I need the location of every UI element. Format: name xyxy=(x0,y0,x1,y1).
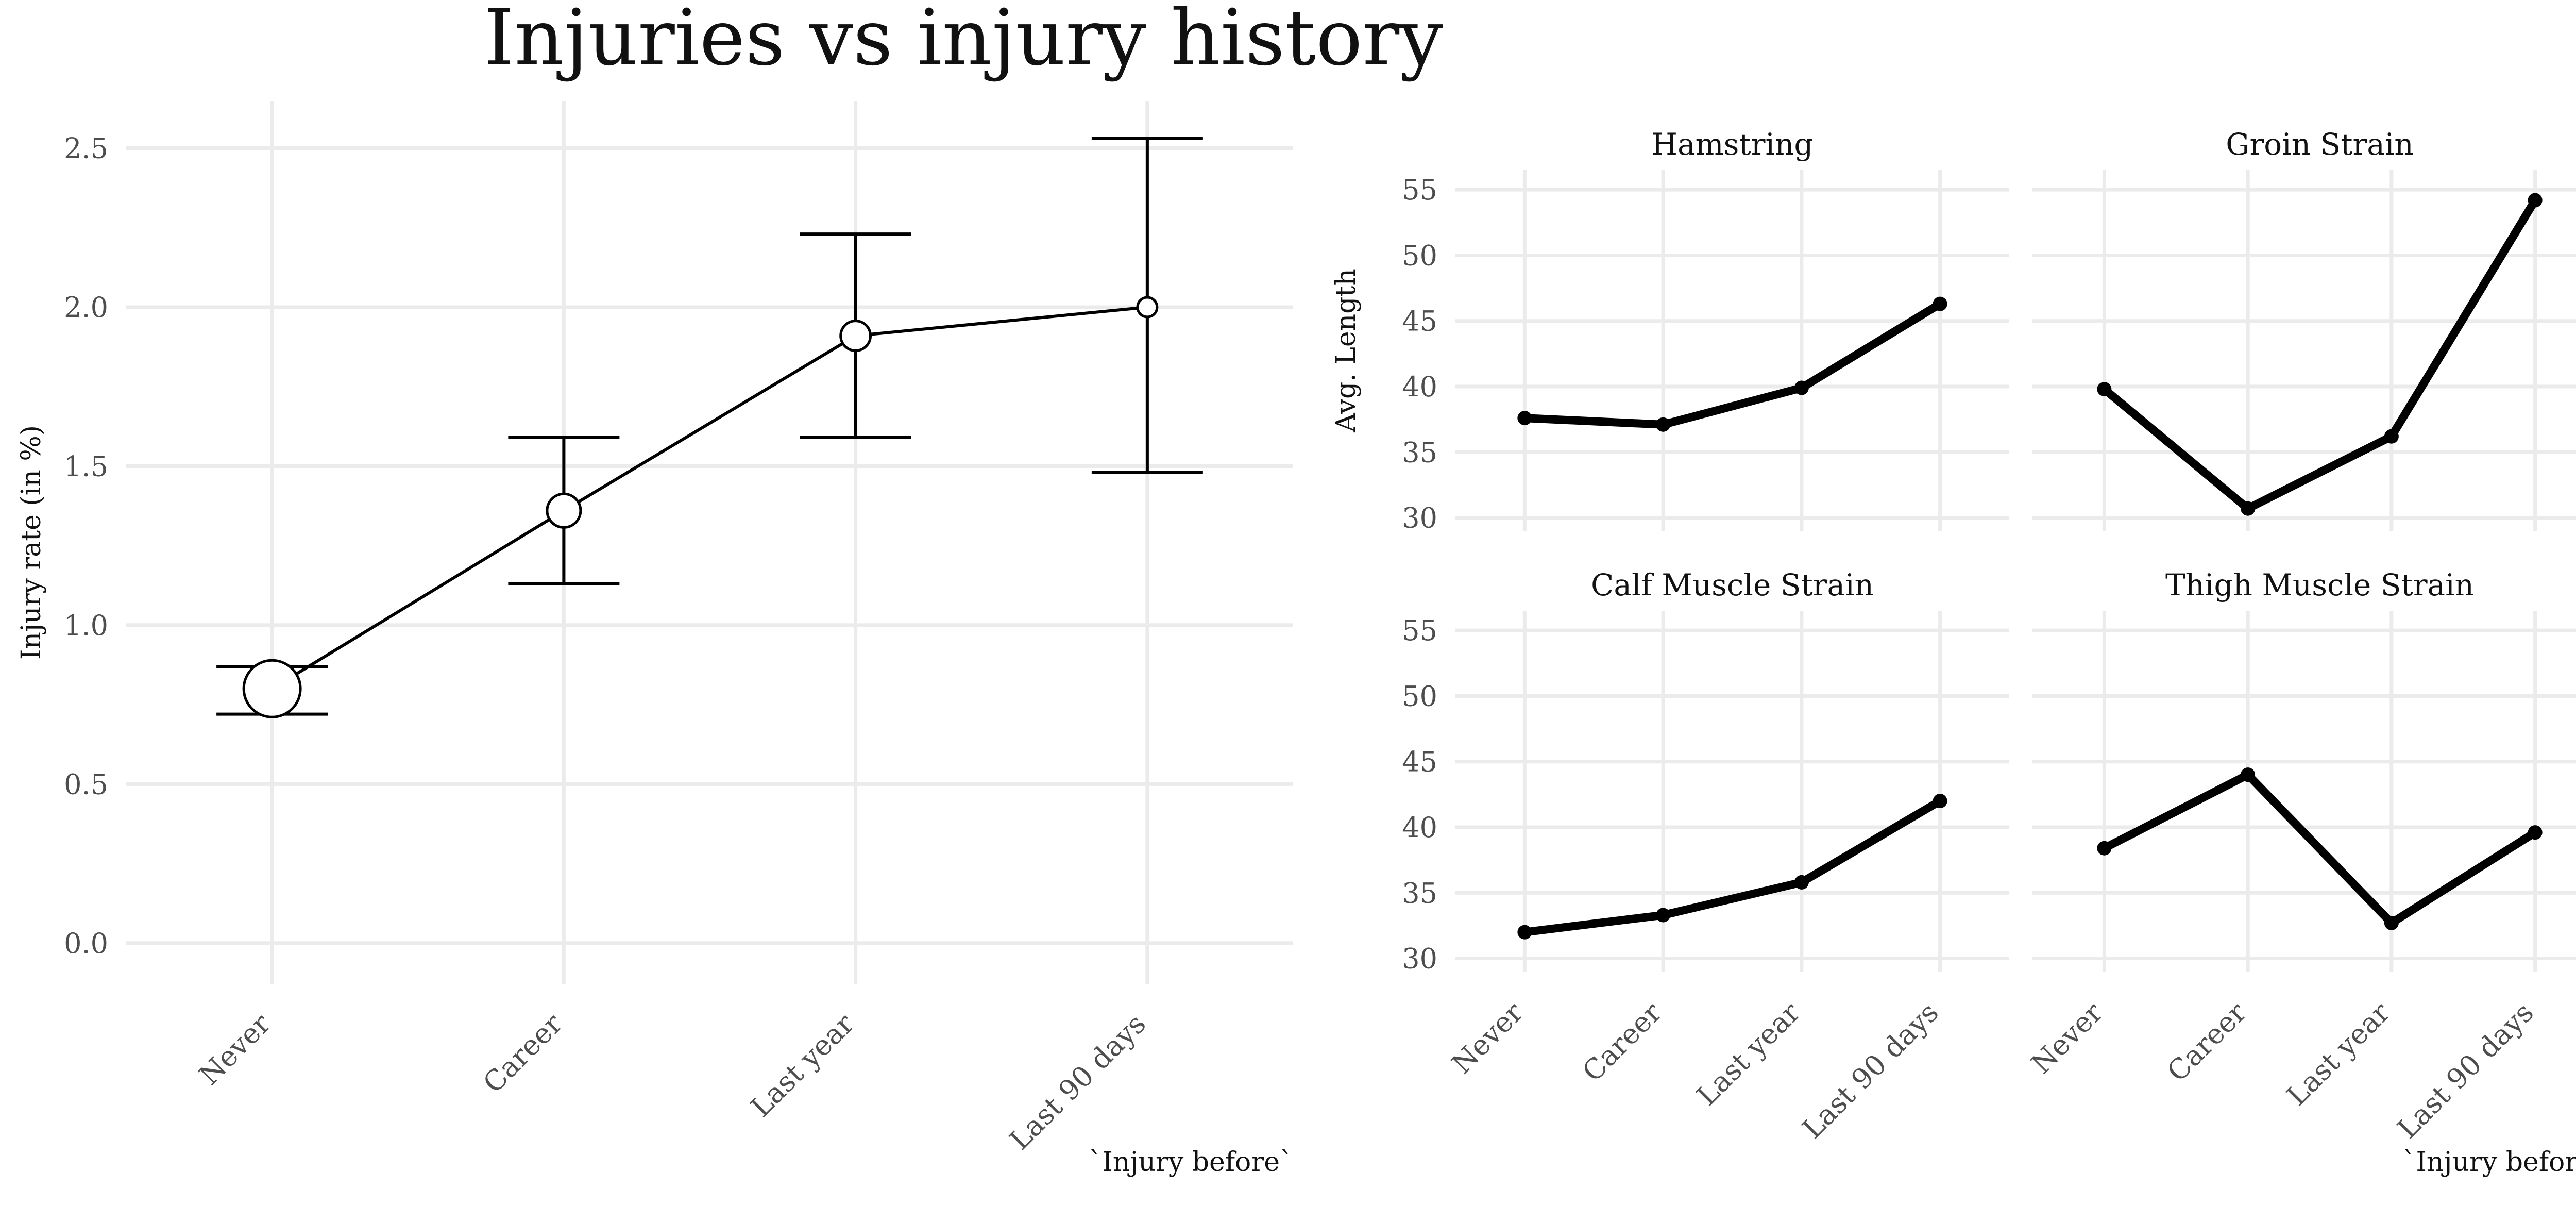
x-axis-title: `Injury before` xyxy=(2402,1147,2576,1178)
x-tick-label: Last 90 days xyxy=(2391,996,2540,1145)
y-tick-label: 55 xyxy=(1402,174,1437,206)
facet-calf-muscle-strain: Calf Muscle Strain 30 35 40 45 50 55 Never Caree… xyxy=(1402,567,2009,1145)
data-point-last-90-days xyxy=(2528,193,2543,208)
x-tick-label: Last 90 days xyxy=(1003,1008,1152,1157)
data-point-never xyxy=(242,659,302,718)
y-tick-label: 45 xyxy=(1402,305,1437,338)
data-point-never xyxy=(1517,925,1532,940)
data-point-never xyxy=(2097,841,2112,856)
y-tick-label: 40 xyxy=(1402,811,1437,844)
data-point-career xyxy=(1656,908,1671,923)
y-tick-label: 35 xyxy=(1402,877,1437,909)
data-point-last-year xyxy=(1794,380,1809,395)
y-tick-label: 50 xyxy=(1402,239,1437,272)
x-tick-label: Career xyxy=(2161,996,2252,1088)
y-axis-title: Avg. Length xyxy=(1331,269,1362,433)
facet-title: Calf Muscle Strain xyxy=(1591,567,1874,602)
y-tick-label: 2.5 xyxy=(64,132,108,165)
data-point-last-90-days xyxy=(1933,296,1947,311)
y-tick-label: 1.5 xyxy=(64,450,108,482)
data-point-last-year xyxy=(839,320,872,352)
x-tick-label: Last year xyxy=(2280,996,2396,1112)
avg-length-facets: Hamstring 30 35 40 45 50 55 Groin Strain Calf Mu… xyxy=(1331,127,2576,1178)
x-tick-label: Never xyxy=(193,1008,277,1092)
x-tick-label: Last year xyxy=(1690,996,1806,1112)
data-point-last-year xyxy=(1794,875,1809,890)
data-point-last-90-days xyxy=(1136,296,1159,319)
data-point-career xyxy=(2241,767,2256,782)
data-point-last-90-days xyxy=(1933,794,1947,809)
y-tick-label: 55 xyxy=(1402,614,1437,647)
chart-title: Injuries vs injury history xyxy=(484,0,1443,83)
x-tick-label: Last 90 days xyxy=(1796,996,1945,1145)
series-line xyxy=(1524,300,1942,429)
y-tick-label: 30 xyxy=(1402,943,1437,975)
data-point-last-90-days xyxy=(2528,825,2543,840)
series-line xyxy=(1524,797,1942,936)
data-point-career xyxy=(2241,501,2256,516)
y-axis-title: Injury rate (in %) xyxy=(16,425,47,660)
data-point-career xyxy=(1656,417,1671,432)
series-line xyxy=(2102,771,2537,927)
facet-title: Groin Strain xyxy=(2226,127,2414,162)
data-point-never xyxy=(1517,411,1532,426)
y-tick-label: 45 xyxy=(1402,746,1437,778)
y-tick-label: 50 xyxy=(1402,680,1437,712)
y-tick-label: 0.5 xyxy=(64,768,108,800)
x-tick-label: Career xyxy=(1576,996,1668,1088)
y-tick-label: 30 xyxy=(1402,502,1437,534)
data-point-last-year xyxy=(2384,915,2399,930)
y-tick-label: 40 xyxy=(1402,371,1437,403)
facet-title: Thigh Muscle Strain xyxy=(2165,567,2474,602)
y-tick-label: 2.0 xyxy=(64,291,108,324)
x-tick-label: Career xyxy=(477,1008,568,1099)
y-tick-label: 35 xyxy=(1402,436,1437,468)
x-tick-label: Never xyxy=(1446,996,1530,1080)
series-line xyxy=(2102,198,2539,513)
series-line xyxy=(271,306,1148,690)
data-point-career xyxy=(546,492,582,529)
x-axis-title: `Injury before` xyxy=(1089,1147,1293,1178)
y-tick-label: 1.0 xyxy=(64,609,108,642)
facet-groin-strain: Groin Strain xyxy=(2032,127,2576,531)
data-point-last-year xyxy=(2384,429,2399,444)
x-tick-label: Never xyxy=(2025,996,2109,1080)
facet-hamstring: Hamstring 30 35 40 45 50 55 xyxy=(1402,127,2009,534)
x-tick-label: Last year xyxy=(744,1008,860,1124)
injury-rate-plot: 0.0 0.5 1.0 1.5 2.0 2.5 Never Career Last year La… xyxy=(16,101,1293,1178)
y-tick-label: 0.0 xyxy=(64,927,108,960)
facet-thigh-muscle-strain: Thigh Muscle Strain Never Career Last yearL… xyxy=(2025,567,2576,1145)
data-point-never xyxy=(2097,382,2112,397)
facet-title: Hamstring xyxy=(1652,127,1814,162)
